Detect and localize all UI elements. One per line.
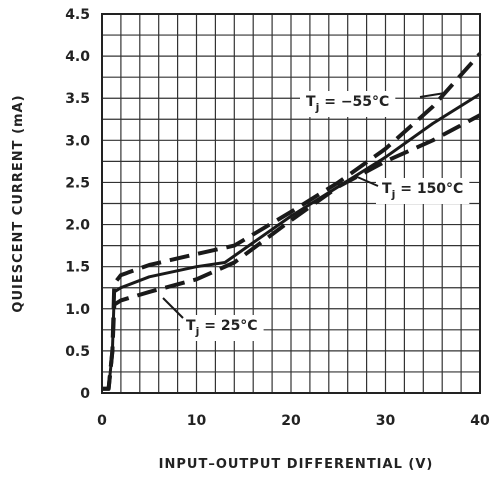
x-tick-labels: 0 10 20 30 40 (97, 413, 490, 429)
x-tick-label: 20 (281, 413, 301, 429)
y-tick-label: 4.0 (65, 49, 90, 65)
annotation-label: Tj = 150°C (382, 181, 463, 201)
x-tick-label: 30 (376, 413, 396, 429)
y-tick-label: 0 (80, 386, 90, 402)
y-tick-label: 2.5 (65, 175, 90, 191)
x-tick-label: 40 (470, 413, 490, 429)
annotation-background (300, 91, 396, 117)
y-tick-label: 0.5 (65, 344, 90, 360)
annotation-background (180, 315, 264, 341)
annotation-label: Tj = 25°C (186, 318, 258, 338)
annotations-group: Tj = −55°C Tj = 150°C Tj = 25°C (162, 91, 470, 341)
series-line-2 (102, 113, 481, 391)
annotation-leader-line (162, 297, 184, 319)
y-tick-label: 3.5 (65, 91, 90, 107)
y-tick-labels: 0 0.5 1.0 1.5 2.0 2.5 3.0 3.5 4.0 4.5 (65, 7, 90, 402)
y-axis-label: QUIESCENT CURRENT (mA) (11, 94, 26, 312)
y-tick-label: 4.5 (65, 7, 90, 23)
series-group (102, 52, 482, 391)
annotation-background (376, 178, 470, 204)
y-tick-label: 1.0 (65, 302, 90, 318)
annotation-leader-line (354, 175, 379, 187)
x-axis-label: INPUT–OUTPUT DIFFERENTIAL (V) (159, 457, 434, 472)
x-tick-label: 10 (187, 413, 207, 429)
y-tick-label: 1.5 (65, 260, 90, 276)
y-tick-label: 2.0 (65, 218, 90, 234)
annotation-leader-line (419, 92, 446, 98)
annotation-label: Tj = −55°C (306, 94, 389, 114)
plot-frame (101, 13, 481, 394)
y-tick-label: 3.0 (65, 133, 90, 149)
x-tick-label: 0 (97, 413, 107, 429)
